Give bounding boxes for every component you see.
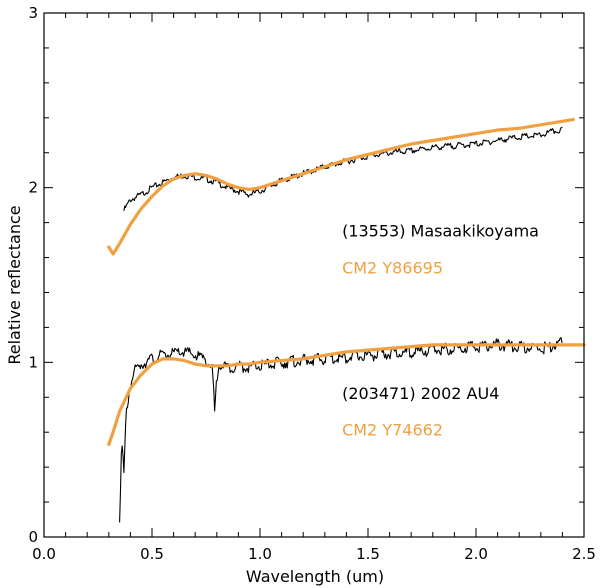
annotation-label: (13553) Masaakikoyama: [342, 222, 539, 241]
x-tick-label: 0.5: [140, 545, 164, 563]
annotation-label: CM2 Y74662: [342, 421, 443, 440]
y-tick-label: 1: [28, 353, 38, 371]
series-line-3: [119, 337, 563, 523]
annotation-label: (203471) 2002 AU4: [342, 384, 499, 403]
annotations: (13553) Masaakikoyama CM2 Y86695 (203471) …: [342, 222, 539, 440]
axis-ticks: 0.0 0.5 1.0 1.5 2.0 2.5 0 1 2 3: [28, 4, 595, 563]
x-tick-label: 1.5: [356, 545, 380, 563]
x-tick-label: 2.0: [464, 545, 488, 563]
x-tick-label: 1.0: [248, 545, 272, 563]
y-tick-label: 0: [28, 528, 38, 546]
series-line-4: [107, 343, 586, 447]
series-group: [107, 117, 586, 523]
annotation-label: CM2 Y86695: [342, 258, 443, 277]
plot-frame: [43, 12, 585, 538]
y-axis-label: Relative reflectance: [5, 205, 24, 364]
series-line-2: [107, 117, 575, 256]
plot-border: [43, 12, 585, 538]
x-tick-label: 2.5: [572, 545, 596, 563]
y-tick-label: 3: [28, 4, 38, 22]
x-axis-label: Wavelength (um): [246, 567, 384, 586]
y-tick-label: 2: [28, 179, 38, 197]
x-tick-label: 0.0: [32, 545, 56, 563]
